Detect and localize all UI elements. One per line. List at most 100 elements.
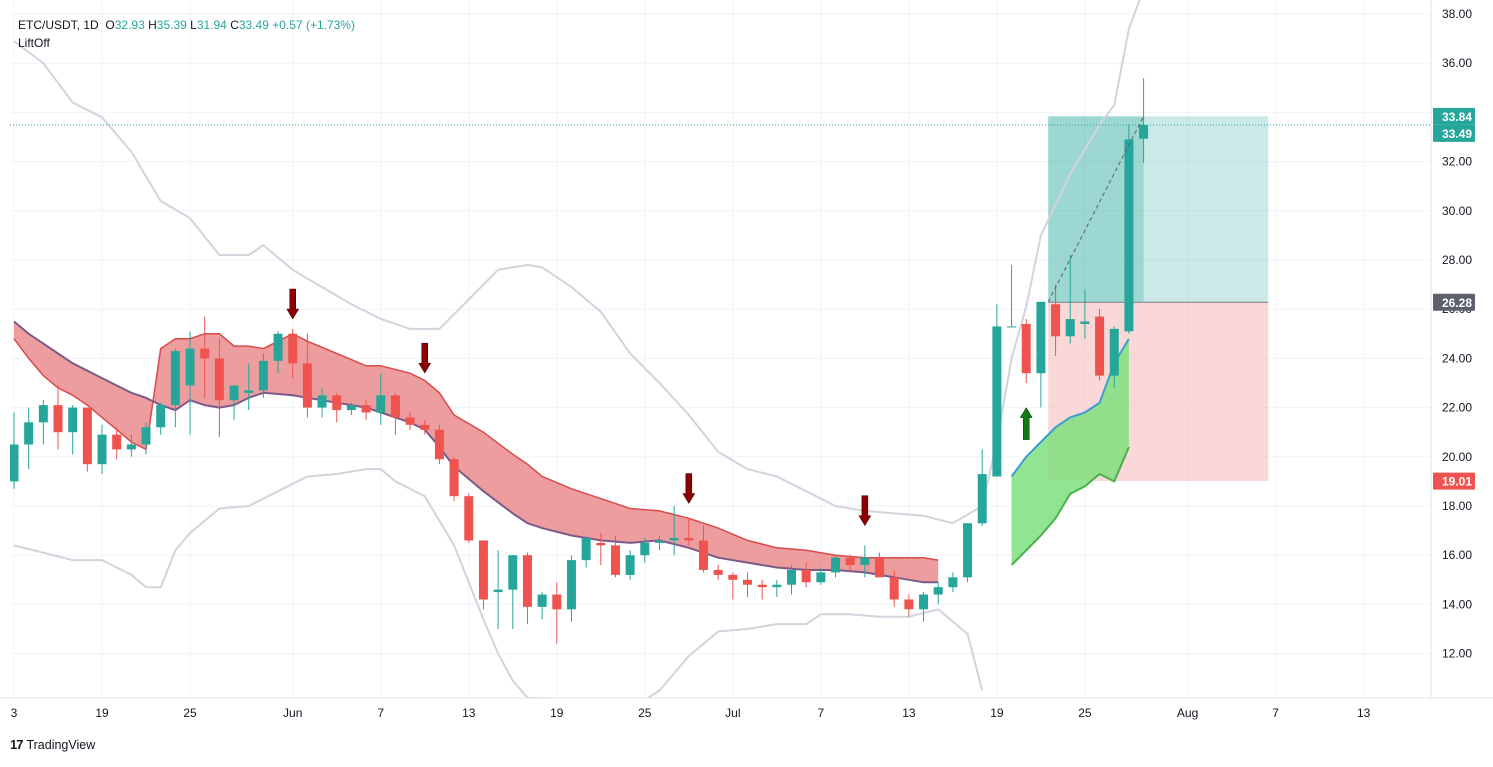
candle bbox=[713, 565, 723, 580]
bull-cloud bbox=[1011, 338, 1129, 565]
candle-body bbox=[948, 577, 958, 588]
low-value: 31.94 bbox=[196, 18, 227, 32]
candle bbox=[698, 525, 708, 573]
candle bbox=[610, 535, 620, 578]
candle-body bbox=[68, 407, 78, 433]
candle bbox=[860, 545, 870, 578]
candle bbox=[185, 331, 195, 435]
candle-body bbox=[1065, 319, 1075, 337]
candle-body bbox=[126, 444, 136, 450]
candle-body bbox=[640, 542, 650, 556]
candle bbox=[904, 594, 914, 617]
candle bbox=[464, 493, 474, 543]
bear-cloud bbox=[14, 321, 939, 583]
sell-signal-arrow-icon bbox=[858, 495, 872, 527]
price-axis: 12.0014.0016.0018.0020.0022.0024.0026.00… bbox=[1442, 7, 1472, 661]
candle bbox=[552, 582, 562, 644]
high-label: H bbox=[148, 18, 157, 32]
candle-body bbox=[156, 405, 166, 428]
candle-body bbox=[1080, 321, 1090, 324]
candles bbox=[10, 78, 1149, 644]
high-value: 35.39 bbox=[156, 18, 187, 32]
indicator-label[interactable]: LiftOff bbox=[18, 36, 50, 50]
sell-signal-arrow-icon bbox=[418, 342, 432, 374]
price-tick-label: 14.00 bbox=[1442, 597, 1472, 611]
candle bbox=[493, 550, 503, 629]
candle bbox=[816, 567, 826, 585]
price-tick-label: 32.00 bbox=[1442, 155, 1472, 169]
buy-signal-arrow-icon bbox=[1019, 407, 1033, 440]
candle-body bbox=[434, 429, 444, 460]
candle bbox=[53, 385, 63, 450]
tradingview-watermark[interactable]: 17 TradingView bbox=[10, 737, 95, 752]
time-tick-label: 13 bbox=[462, 706, 476, 720]
time-tick-label: 19 bbox=[95, 706, 109, 720]
candle-body bbox=[860, 557, 870, 566]
candle-body bbox=[97, 434, 107, 465]
symbol-label[interactable]: ETC/USDT, 1D bbox=[18, 18, 99, 32]
candle bbox=[625, 550, 635, 580]
candle bbox=[126, 434, 136, 457]
candle bbox=[787, 565, 797, 595]
candle-body bbox=[200, 348, 210, 359]
candle-body bbox=[654, 540, 664, 543]
candle bbox=[405, 412, 415, 430]
time-tick-label: 25 bbox=[183, 706, 197, 720]
candle-body bbox=[82, 407, 92, 465]
price-badge-label: 19.01 bbox=[1442, 475, 1472, 489]
candle-body bbox=[229, 385, 239, 401]
candle-body bbox=[288, 333, 298, 364]
candle bbox=[200, 316, 210, 398]
candle bbox=[1124, 124, 1134, 334]
open-label: O bbox=[105, 18, 115, 32]
candle bbox=[889, 569, 899, 607]
change-value: +0.57 (+1.73%) bbox=[272, 18, 355, 32]
candle-body bbox=[53, 405, 63, 433]
candle bbox=[112, 427, 122, 460]
candle-body bbox=[493, 589, 503, 593]
candle bbox=[640, 537, 650, 563]
candle-body bbox=[317, 395, 327, 408]
candle bbox=[1036, 301, 1046, 408]
time-tick-label: 19 bbox=[550, 706, 564, 720]
candle-body bbox=[801, 569, 811, 583]
price-tick-label: 12.00 bbox=[1442, 647, 1472, 661]
candle bbox=[948, 572, 958, 593]
candle bbox=[963, 523, 973, 583]
candle bbox=[156, 402, 166, 435]
candle bbox=[728, 572, 738, 600]
candle-body bbox=[332, 395, 342, 411]
candle-body bbox=[728, 574, 738, 580]
candle bbox=[772, 579, 782, 598]
price-badge-label: 33.84 bbox=[1442, 110, 1472, 124]
position-profit-zone bbox=[1048, 116, 1269, 303]
sell-signal-arrow-icon bbox=[286, 288, 300, 320]
candle bbox=[332, 392, 342, 423]
candle bbox=[933, 582, 943, 605]
candle bbox=[1139, 78, 1149, 164]
price-tick-label: 16.00 bbox=[1442, 548, 1472, 562]
candle bbox=[977, 449, 987, 526]
price-badge-label: 26.28 bbox=[1442, 296, 1472, 310]
candle-body bbox=[977, 474, 987, 524]
candle-body bbox=[787, 569, 797, 585]
sell-signal-arrow-icon bbox=[682, 473, 696, 505]
candle-body bbox=[1124, 139, 1134, 332]
time-tick-label: 25 bbox=[1078, 706, 1092, 720]
bull-cloud-upper-line bbox=[1010, 338, 1130, 478]
candle-body bbox=[449, 459, 459, 497]
candle bbox=[420, 419, 430, 435]
time-tick-label: 13 bbox=[902, 706, 916, 720]
candle-body bbox=[420, 424, 430, 430]
candle-body bbox=[405, 417, 415, 425]
candle-body bbox=[889, 577, 899, 600]
candle bbox=[684, 518, 694, 546]
candle bbox=[10, 412, 19, 489]
candle bbox=[288, 328, 298, 379]
price-tick-label: 22.00 bbox=[1442, 401, 1472, 415]
time-tick-label: 25 bbox=[638, 706, 652, 720]
candle-body bbox=[464, 496, 474, 541]
candle bbox=[845, 555, 855, 573]
